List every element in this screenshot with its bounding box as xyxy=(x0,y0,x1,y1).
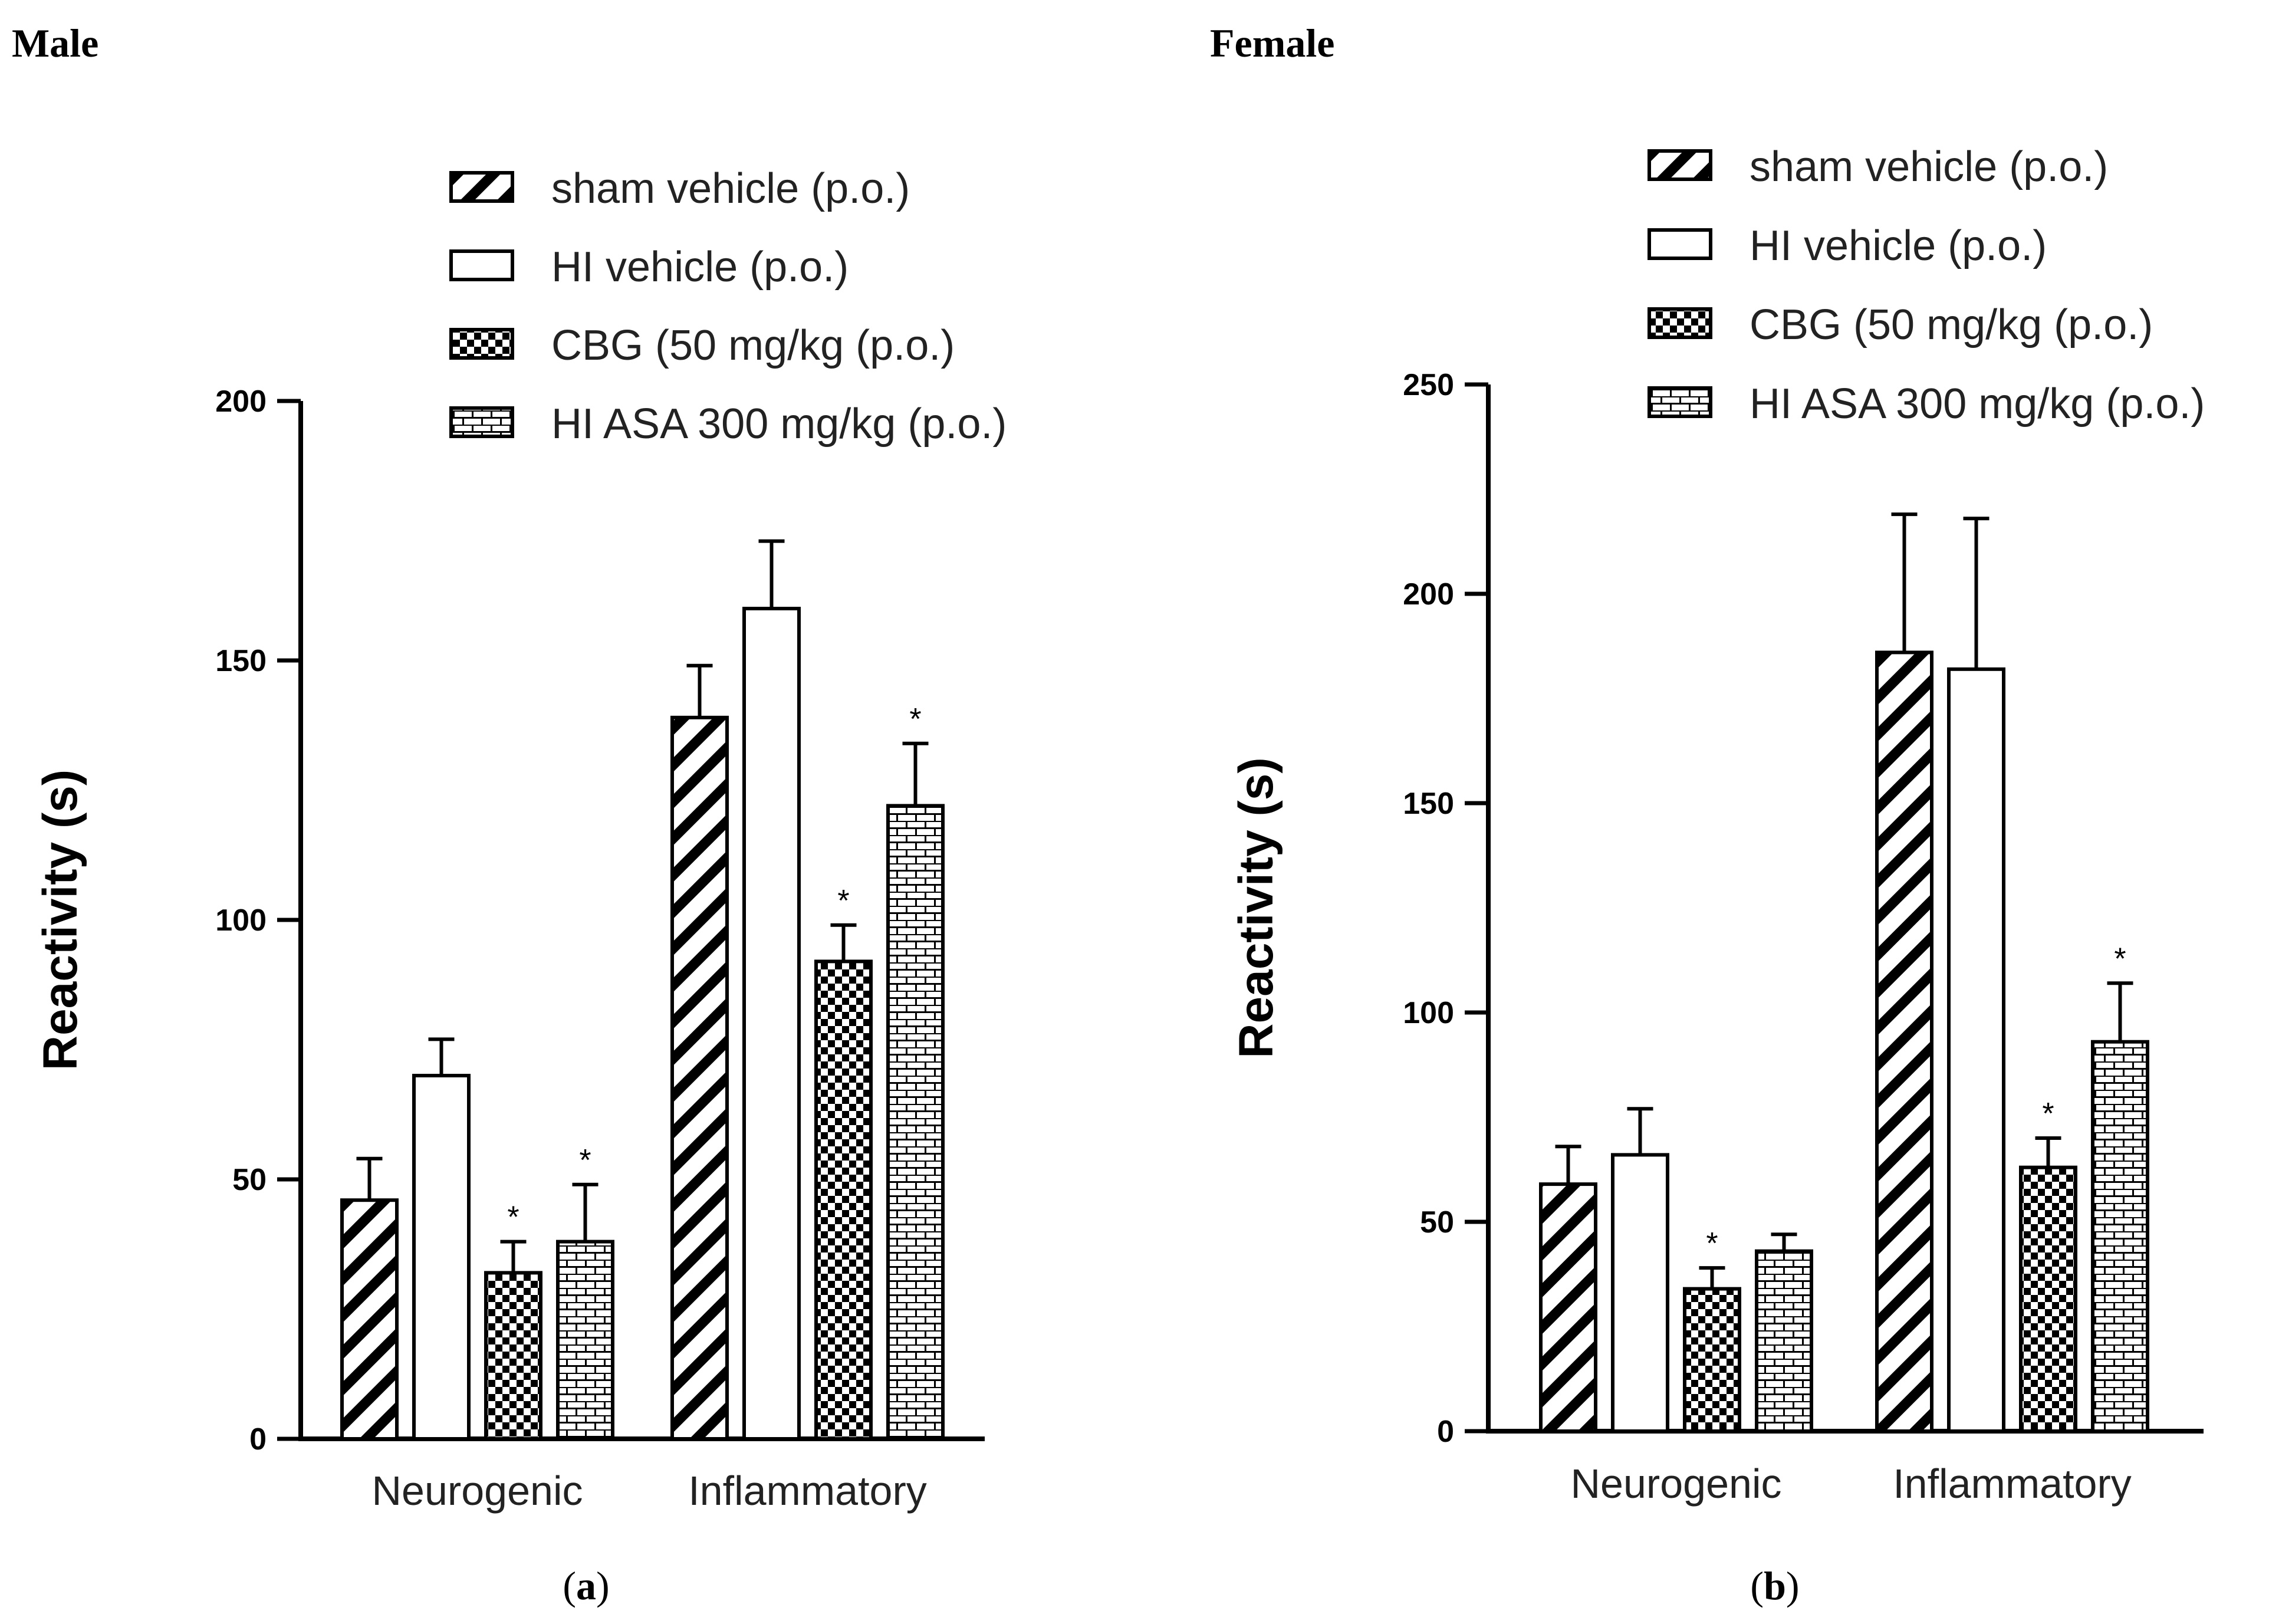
category-label-inflammatory: Inflammatory xyxy=(1893,1461,2132,1507)
significance-mark: * xyxy=(2042,1097,2054,1131)
chart-panel-1: Male 0 50 100 150 200 Reactivity (s) * * Neurogen… xyxy=(12,21,1007,1608)
legend-item: HI vehicle (p.o.) xyxy=(1648,222,2047,269)
legend: sham vehicle (p.o.) HI vehicle (p.o.) CBG … xyxy=(1648,143,2205,428)
category-label-neurogenic: Neurogenic xyxy=(1571,1461,1782,1507)
y-tick-label: 200 xyxy=(1403,577,1454,612)
panel-title: Female xyxy=(1210,21,1334,65)
bar-neurogenic-brick xyxy=(556,1240,614,1441)
legend-swatch-checker-icon xyxy=(449,328,514,360)
bar-neurogenic-checker xyxy=(1683,1287,1741,1434)
caption-open-paren: ( xyxy=(563,1563,576,1608)
bar-inflammatory-checker xyxy=(2019,1165,2077,1433)
legend-item: HI ASA 300 mg/kg (p.o.) xyxy=(1648,380,2205,428)
bar-inflammatory-brick xyxy=(886,804,945,1441)
bar-inflammatory-brick xyxy=(2091,1040,2149,1433)
bar-neurogenic-diagonal xyxy=(1539,1182,1597,1433)
legend-swatch-brick-icon xyxy=(449,406,514,438)
bar-neurogenic-brick xyxy=(1755,1249,1813,1433)
panel-caption: (b) xyxy=(1750,1563,1799,1608)
legend-label: CBG (50 mg/kg (p.o.) xyxy=(1750,301,2153,349)
legend-label: sham vehicle (p.o.) xyxy=(551,165,910,212)
caption-open-paren: ( xyxy=(1750,1563,1764,1608)
legend-label: HI ASA 300 mg/kg (p.o.) xyxy=(551,400,1007,448)
legend-swatch-brick-icon xyxy=(1648,386,1712,418)
bar-inflammatory-diagonal xyxy=(670,715,729,1441)
legend-swatch-checker-icon xyxy=(1648,307,1712,339)
bar-neurogenic-open xyxy=(412,1074,471,1441)
chart-panel-2: Female 0 50 100 150 200 250 Reactivity (s) * Neur… xyxy=(1210,21,2205,1608)
legend-item: sham vehicle (p.o.) xyxy=(449,165,910,212)
legend-swatch-open-icon xyxy=(449,249,514,281)
bar-neurogenic-checker xyxy=(484,1271,542,1441)
legend-item: HI vehicle (p.o.) xyxy=(449,244,849,291)
panel-caption: (a) xyxy=(563,1563,609,1608)
significance-mark: * xyxy=(837,884,849,918)
significance-mark: * xyxy=(909,702,921,737)
caption-letter: a xyxy=(576,1563,596,1608)
legend-label: HI ASA 300 mg/kg (p.o.) xyxy=(1750,380,2205,428)
y-tick-label: 150 xyxy=(215,644,267,678)
significance-mark: * xyxy=(1706,1227,1718,1261)
legend-label: CBG (50 mg/kg (p.o.) xyxy=(551,322,955,369)
y-tick-label: 100 xyxy=(1403,996,1454,1030)
legend-label: HI vehicle (p.o.) xyxy=(1750,222,2047,269)
significance-mark: * xyxy=(2114,942,2126,976)
caption-letter: b xyxy=(1764,1563,1786,1608)
y-tick-label: 50 xyxy=(1420,1205,1454,1240)
legend-swatch-diagonal-icon xyxy=(1648,149,1712,181)
bar-inflammatory-diagonal xyxy=(1875,650,1933,1433)
bar-inflammatory-open xyxy=(1947,667,2005,1433)
chart-panels: Male 0 50 100 150 200 Reactivity (s) * * Neurogen… xyxy=(12,21,2205,1608)
legend-swatch-open-icon xyxy=(1648,228,1712,260)
y-tick-label: 0 xyxy=(249,1422,267,1457)
legend-item: CBG (50 mg/kg (p.o.) xyxy=(1648,301,2153,349)
bar-inflammatory-checker xyxy=(814,959,873,1441)
legend-item: sham vehicle (p.o.) xyxy=(1648,143,2108,190)
legend-swatch-diagonal-icon xyxy=(449,171,514,203)
y-axis-title: Reactivity (s) xyxy=(1229,757,1283,1058)
y-tick-label: 0 xyxy=(1437,1415,1454,1449)
y-tick-label: 100 xyxy=(215,903,267,938)
y-tick-label: 200 xyxy=(215,384,267,419)
category-label-neurogenic: Neurogenic xyxy=(372,1468,583,1514)
significance-mark: * xyxy=(579,1143,591,1178)
y-tick-label: 150 xyxy=(1403,787,1454,821)
legend: sham vehicle (p.o.) HI vehicle (p.o.) CBG … xyxy=(449,165,1007,448)
y-tick-label: 250 xyxy=(1403,368,1454,402)
bar-inflammatory-open xyxy=(742,607,801,1441)
legend-item: CBG (50 mg/kg (p.o.) xyxy=(449,322,955,369)
significance-mark: * xyxy=(507,1201,519,1235)
bar-neurogenic-diagonal xyxy=(340,1198,399,1441)
legend-label: sham vehicle (p.o.) xyxy=(1750,143,2108,190)
legend-item: HI ASA 300 mg/kg (p.o.) xyxy=(449,400,1007,448)
y-axis-title: Reactivity (s) xyxy=(34,770,87,1070)
category-label-inflammatory: Inflammatory xyxy=(688,1468,927,1514)
legend-label: HI vehicle (p.o.) xyxy=(551,244,849,291)
caption-close-paren: ) xyxy=(596,1563,610,1608)
bar-neurogenic-open xyxy=(1611,1153,1669,1434)
y-tick-label: 50 xyxy=(232,1163,267,1197)
panel-title: Male xyxy=(12,21,98,65)
caption-close-paren: ) xyxy=(1786,1563,1800,1608)
